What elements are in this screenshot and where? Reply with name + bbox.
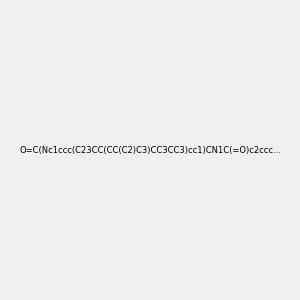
Text: O=C(Nc1ccc(C23CC(CC(C2)C3)CC3CC3)cc1)CN1C(=O)c2ccc...: O=C(Nc1ccc(C23CC(CC(C2)C3)CC3CC3)cc1)CN1… xyxy=(19,146,281,154)
